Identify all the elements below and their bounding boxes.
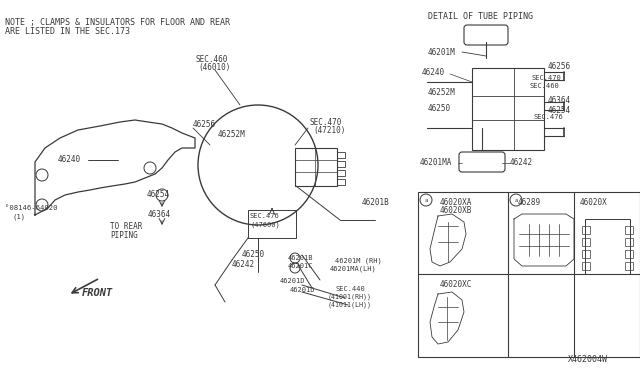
Text: 46252M: 46252M (218, 130, 246, 139)
Text: SEC.476: SEC.476 (250, 213, 280, 219)
Text: 46201B: 46201B (288, 255, 314, 261)
Text: (46010): (46010) (198, 63, 230, 72)
Bar (582, 226, 590, 234)
Text: NOTE ; CLAMPS & INSULATORS FOR FLOOR AND REAR: NOTE ; CLAMPS & INSULATORS FOR FLOOR AND… (5, 18, 230, 27)
Text: 46289: 46289 (518, 198, 541, 207)
Text: 46252M: 46252M (428, 88, 456, 97)
Text: SEC.460: SEC.460 (530, 83, 560, 89)
Bar (625, 262, 633, 270)
Text: 46254: 46254 (147, 190, 170, 199)
Text: 46201C: 46201C (288, 263, 314, 269)
Text: PIPING: PIPING (110, 231, 138, 240)
Bar (625, 238, 633, 246)
Text: 46240: 46240 (58, 155, 81, 164)
Text: (41011(LH)): (41011(LH)) (328, 302, 372, 308)
Text: 46256: 46256 (193, 120, 216, 129)
Text: (47600): (47600) (250, 221, 280, 228)
Bar (625, 250, 633, 258)
Bar (582, 262, 590, 270)
Text: 46256: 46256 (548, 62, 571, 71)
Bar (337, 170, 345, 176)
Bar (248, 210, 296, 238)
Bar (582, 250, 590, 258)
Bar (295, 148, 337, 186)
Text: 46254: 46254 (548, 106, 571, 115)
Text: 46201D: 46201D (290, 287, 316, 293)
Bar (418, 192, 640, 357)
Text: 46201D: 46201D (280, 278, 305, 284)
Text: °08146-64020: °08146-64020 (5, 205, 58, 211)
Text: (47210): (47210) (313, 126, 346, 135)
Text: 46020XA: 46020XA (440, 198, 472, 207)
Bar (625, 226, 633, 234)
Text: 46240: 46240 (422, 68, 445, 77)
Bar (582, 238, 590, 246)
Bar (337, 161, 345, 167)
Text: (41001(RH)): (41001(RH)) (328, 294, 372, 301)
Text: 46201M: 46201M (428, 48, 456, 57)
Text: 46201MA: 46201MA (420, 158, 452, 167)
Bar (337, 179, 345, 185)
Text: 46201M (RH): 46201M (RH) (335, 258, 381, 264)
Text: 46020XB: 46020XB (440, 206, 472, 215)
Text: (1): (1) (12, 214, 25, 221)
Text: 46364: 46364 (548, 96, 571, 105)
Text: X462004W: X462004W (568, 355, 608, 364)
Text: 46250: 46250 (242, 250, 265, 259)
Bar (337, 152, 345, 158)
Text: 46020X: 46020X (580, 198, 608, 207)
Text: 46242: 46242 (232, 260, 255, 269)
Text: 46250: 46250 (428, 104, 451, 113)
Text: FRONT: FRONT (82, 288, 113, 298)
Text: a: a (515, 198, 518, 202)
Bar (472, 68, 544, 150)
Text: 46201B: 46201B (362, 198, 390, 207)
Text: SEC.470: SEC.470 (532, 75, 562, 81)
Text: SEC.470: SEC.470 (310, 118, 342, 127)
Text: ARE LISTED IN THE SEC.173: ARE LISTED IN THE SEC.173 (5, 27, 130, 36)
Text: 46020XC: 46020XC (440, 280, 472, 289)
Text: 46201MA(LH): 46201MA(LH) (330, 266, 377, 273)
Text: TO REAR: TO REAR (110, 222, 142, 231)
Text: 46242: 46242 (510, 158, 533, 167)
Bar (585, 219, 630, 274)
Text: SEC.440: SEC.440 (335, 286, 365, 292)
Text: DETAIL OF TUBE PIPING: DETAIL OF TUBE PIPING (428, 12, 533, 21)
Text: SEC.460: SEC.460 (195, 55, 227, 64)
Text: SEC.476: SEC.476 (534, 114, 564, 120)
Text: a: a (424, 198, 428, 202)
Text: 46364: 46364 (148, 210, 171, 219)
